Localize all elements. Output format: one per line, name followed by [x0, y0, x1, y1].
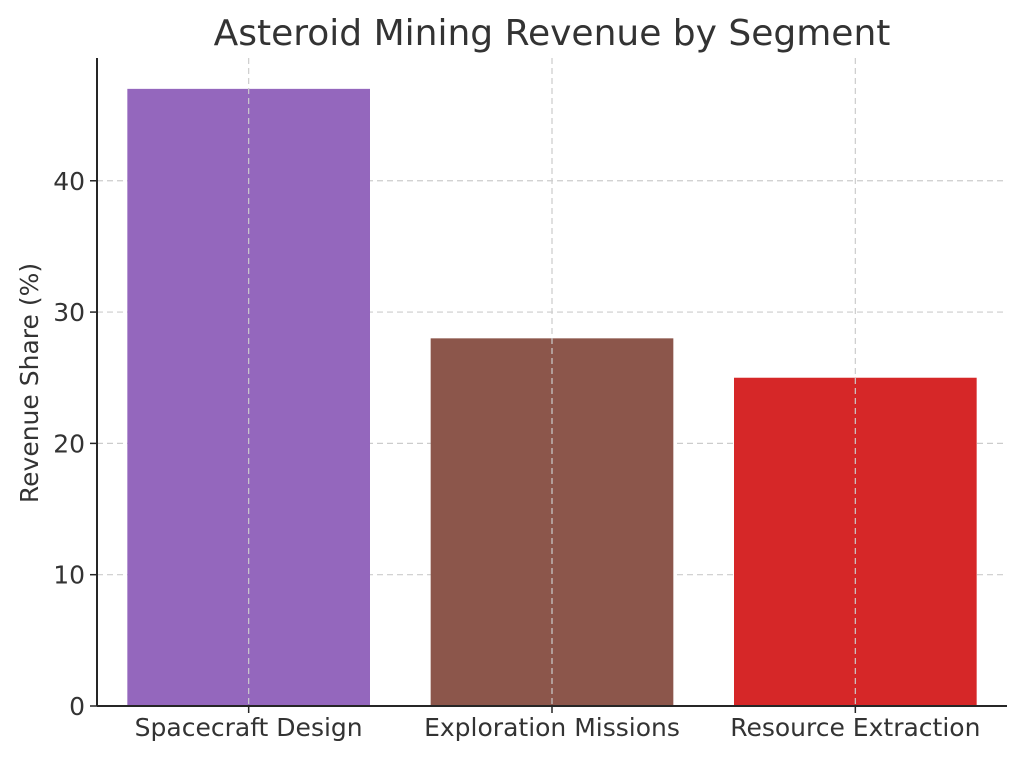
- x-tick-label: Resource Extraction: [730, 713, 980, 742]
- y-axis-ticks: 0 10 20 30 40: [53, 167, 97, 721]
- vertical-grid-lines: [248, 58, 856, 706]
- chart-title: Asteroid Mining Revenue by Segment: [214, 13, 891, 54]
- y-tick-label: 30: [53, 298, 85, 327]
- y-axis-label: Revenue Share (%): [15, 263, 44, 503]
- y-tick-label: 20: [53, 429, 85, 458]
- x-tick-label: Exploration Missions: [424, 713, 680, 742]
- y-tick-label: 40: [53, 167, 85, 196]
- x-tick-label: Spacecraft Design: [135, 713, 363, 742]
- y-tick-label: 0: [69, 692, 85, 721]
- x-axis-ticks: Spacecraft Design Exploration Missions Res…: [135, 706, 980, 742]
- y-tick-label: 10: [53, 561, 85, 590]
